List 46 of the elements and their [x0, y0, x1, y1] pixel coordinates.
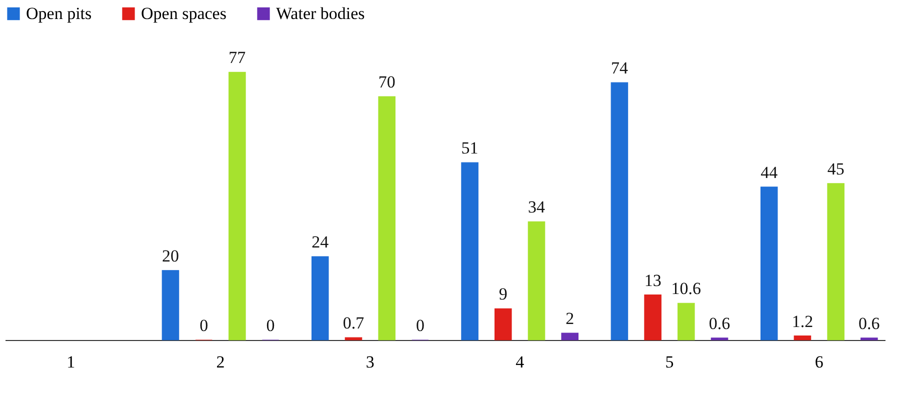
data-label: 0: [266, 316, 275, 335]
data-label: 34: [528, 198, 546, 217]
data-label: 0: [200, 316, 208, 335]
bar: [644, 294, 662, 340]
data-label: 24: [312, 232, 330, 252]
data-label: 44: [760, 162, 778, 182]
x-tick-label: 5: [665, 352, 674, 372]
data-label: 9: [498, 284, 508, 304]
data-label: 0.6: [708, 314, 730, 333]
bar: [561, 332, 578, 340]
bar: [528, 221, 546, 340]
bar: [827, 183, 844, 340]
data-label: 0: [416, 316, 424, 335]
bar: [760, 186, 778, 340]
x-tick-label: 4: [516, 352, 525, 372]
data-label: 10.6: [671, 279, 702, 298]
data-label: 51: [461, 138, 478, 158]
x-tick-label: 3: [366, 352, 374, 372]
bar: [710, 338, 728, 340]
bar: [461, 162, 478, 340]
bar: [344, 337, 362, 340]
data-label: 20: [162, 246, 179, 266]
data-label: 45: [827, 159, 844, 178]
bar: [794, 336, 812, 340]
data-label: 1.2: [792, 312, 814, 331]
bar: [494, 308, 512, 340]
bar: [610, 82, 628, 340]
data-label: 77: [228, 48, 246, 68]
bar: [378, 96, 396, 340]
data-label: 2: [566, 309, 574, 328]
data-label: 13: [644, 270, 662, 290]
bar: [860, 338, 878, 340]
legend-label: Open pits: [26, 4, 92, 23]
x-tick-label: 2: [216, 352, 225, 372]
x-tick-label: 6: [814, 352, 824, 372]
x-tick-label: 1: [66, 352, 76, 372]
data-label: 74: [610, 58, 628, 78]
bar: [678, 302, 695, 340]
bar: [228, 72, 246, 340]
bar: [312, 256, 329, 340]
data-label: 0.7: [342, 314, 365, 333]
legend-label: Open spaces: [141, 4, 226, 23]
legend-label: Water bodies: [276, 4, 365, 23]
data-label: 0.6: [858, 314, 880, 333]
data-label: 70: [378, 72, 396, 92]
bar: [162, 270, 180, 340]
